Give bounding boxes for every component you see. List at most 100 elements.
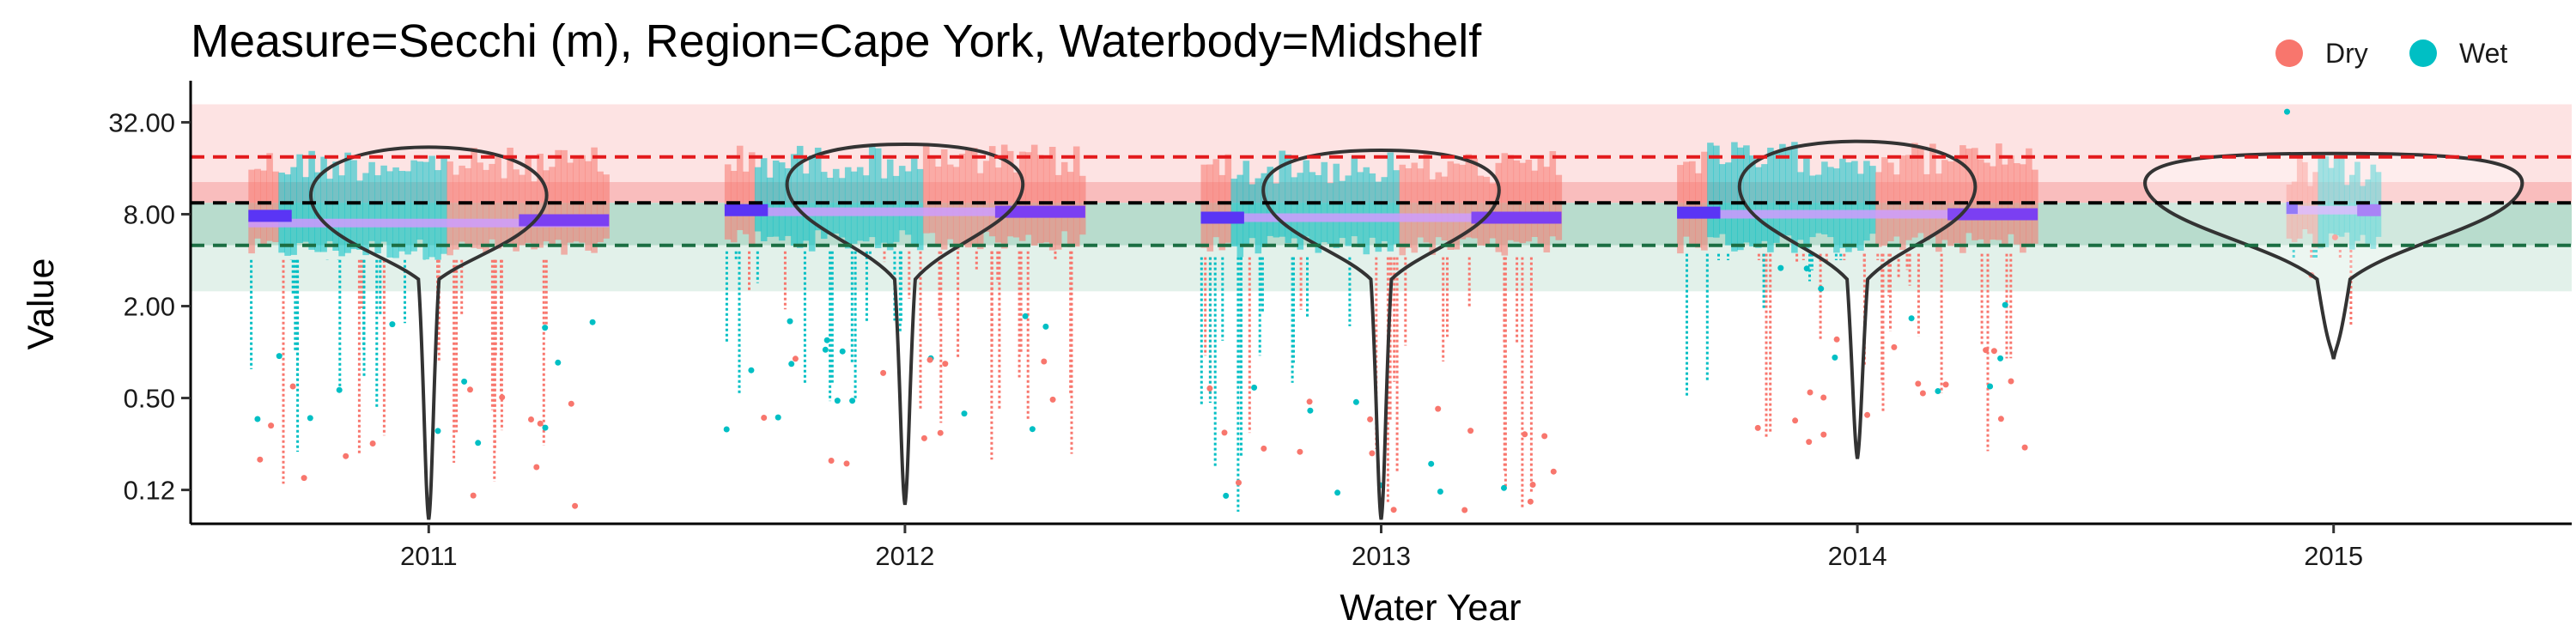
data-strip-2011: [603, 174, 610, 239]
data-strip-2011: [477, 162, 483, 249]
guideline-band-3: [191, 245, 2572, 292]
data-strip-2012: [772, 161, 780, 237]
data-point-2011: [343, 453, 349, 459]
data-strip-2012: [1078, 175, 1086, 235]
data-strip-2014: [1767, 148, 1774, 252]
data-strip-2014: [1845, 162, 1852, 252]
data-strip-2011: [585, 161, 592, 251]
data-strip-2013: [1555, 174, 1563, 240]
legend-label-wet: Wet: [2459, 38, 2507, 69]
year-group-2013: [1200, 148, 1563, 520]
data-strip-2011: [272, 171, 279, 242]
data-point-2012: [834, 398, 841, 404]
data-point-2012: [775, 414, 781, 421]
data-strip-2011: [356, 180, 363, 250]
year-groups: [248, 108, 2524, 520]
data-point-2013: [1206, 385, 1213, 392]
data-strip-2011: [507, 148, 513, 246]
data-strip-2014: [1773, 150, 1780, 243]
x-axis-title: Water Year: [1340, 587, 1521, 629]
data-point-2011: [257, 456, 264, 463]
data-strip-2011: [573, 157, 580, 242]
data-strip-2013: [1200, 164, 1208, 248]
data-strip-2011: [549, 167, 556, 246]
data-strip-2013: [1537, 157, 1545, 244]
data-strip-2013: [1513, 160, 1521, 242]
data-strip-2014: [1815, 174, 1822, 234]
data-strip-2014: [1779, 143, 1786, 235]
data-strip-2015: [2302, 161, 2308, 229]
data-strip-2012: [814, 148, 822, 231]
y-tick-label: 0.50: [124, 384, 175, 414]
data-point-2014: [2008, 378, 2014, 385]
data-point-2011: [537, 420, 544, 427]
data-strip-2011: [416, 161, 423, 240]
data-strip-2013: [1405, 168, 1413, 248]
data-strip-2015: [2296, 154, 2303, 239]
data-strip-2014: [1947, 161, 1954, 246]
x-tick-label: 2014: [1828, 541, 1887, 571]
data-strip-2011: [266, 153, 273, 241]
data-strip-2011: [525, 156, 532, 243]
data-point-2014: [2021, 444, 2028, 451]
legend-label-dry: Dry: [2325, 38, 2368, 69]
data-strip-2011: [386, 171, 393, 258]
data-strip-2013: [1273, 183, 1280, 238]
data-point-2011: [268, 422, 275, 429]
data-point-2014: [2002, 301, 2008, 308]
data-point-2011: [568, 400, 574, 407]
data-strip-2012: [856, 167, 864, 241]
data-strip-2014: [1797, 172, 1804, 240]
data-strip-2013: [1279, 150, 1286, 237]
data-point-2013: [1467, 428, 1474, 434]
data-strip-2012: [802, 173, 810, 241]
data-strip-2012: [784, 168, 792, 236]
data-point-2011: [276, 353, 283, 360]
data-point-2011: [307, 415, 313, 422]
y-tick-label: 2.00: [124, 292, 175, 322]
data-point-2012: [822, 346, 829, 353]
data-strip-2014: [1785, 149, 1792, 236]
data-point-2012: [828, 458, 835, 464]
data-point-2014: [1818, 285, 1825, 292]
data-strip-2014: [1899, 155, 1906, 250]
data-strip-2012: [742, 171, 750, 234]
x-tick-label: 2012: [875, 541, 934, 571]
data-strip-2011: [410, 160, 417, 252]
data-point-2012: [942, 361, 949, 368]
data-point-2013: [1352, 398, 1359, 405]
data-point-2014: [1864, 411, 1871, 418]
data-point-2013: [1390, 507, 1397, 513]
data-strip-2011: [555, 149, 562, 240]
data-point-2011: [475, 440, 482, 447]
data-point-2012: [1042, 323, 1049, 330]
data-point-2011: [555, 359, 562, 366]
data-strip-2014: [1875, 172, 1882, 247]
data-point-2014: [1997, 416, 2004, 422]
data-strip-2013: [1285, 154, 1292, 244]
data-point-2014: [1915, 380, 1922, 387]
data-point-2013: [1306, 398, 1313, 405]
data-strip-2012: [874, 148, 882, 248]
data-strip-2013: [1519, 162, 1527, 244]
data-point-2012: [880, 369, 887, 376]
data-point-2012: [961, 410, 968, 417]
data-strip-2011: [374, 175, 381, 253]
data-point-2015: [2284, 108, 2290, 115]
data-strip-2013: [1339, 180, 1346, 239]
data-strip-2014: [1996, 143, 2002, 240]
data-point-2012: [1049, 396, 1056, 403]
data-point-2012: [937, 429, 944, 436]
data-strip-2013: [1393, 170, 1400, 245]
data-strip-2013: [1206, 164, 1214, 252]
data-strip-2012: [736, 145, 744, 230]
data-strip-2014: [1719, 164, 1726, 234]
data-strip-2013: [1261, 173, 1268, 247]
data-point-2012: [1029, 426, 1036, 433]
x-tick-label: 2013: [1352, 541, 1411, 571]
data-strip-2013: [1387, 152, 1394, 252]
data-strip-2013: [1465, 154, 1473, 238]
data-strip-2014: [1911, 143, 1918, 238]
data-strip-2012: [988, 146, 996, 237]
data-strip-2013: [1321, 161, 1328, 243]
